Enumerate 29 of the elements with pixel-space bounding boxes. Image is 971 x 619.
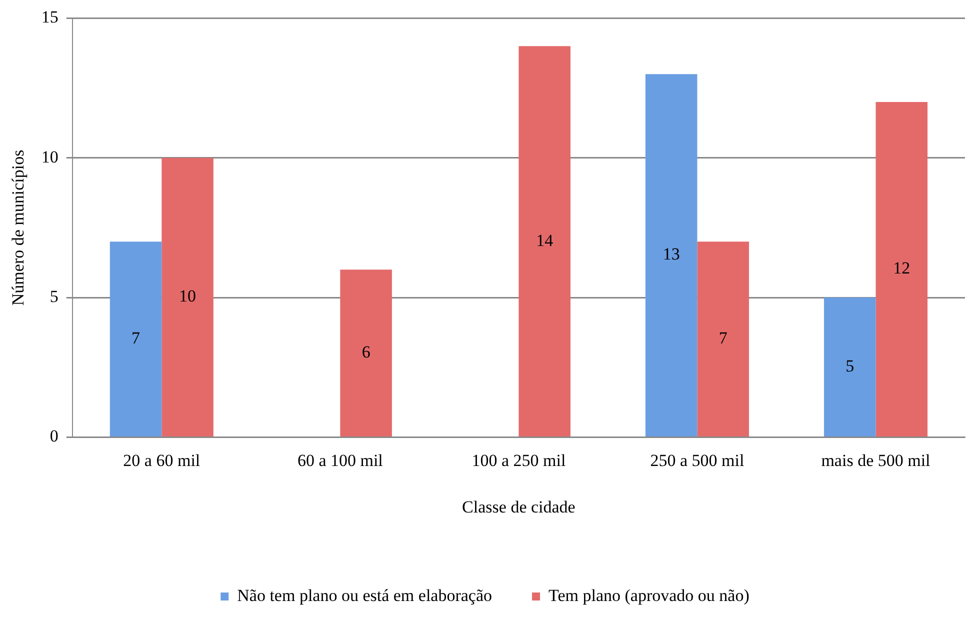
- x-tick-label: mais de 500 mil: [821, 450, 931, 470]
- x-tick-label: 100 a 250 mil: [472, 450, 566, 470]
- data-label: 6: [362, 342, 370, 362]
- data-label: 7: [132, 328, 141, 348]
- data-label: 7: [718, 328, 728, 348]
- y-tick-label: 15: [41, 8, 58, 27]
- legend-label: Não tem plano ou está em elaboração: [237, 586, 492, 605]
- x-tick-label: 250 a 500 mil: [650, 450, 744, 470]
- legend-label: Tem plano (aprovado ou não): [548, 586, 750, 605]
- data-label: 5: [846, 356, 854, 376]
- bar: [876, 102, 928, 436]
- bar: [340, 270, 392, 436]
- x-axis-title: Classe de cidade: [462, 497, 576, 516]
- data-label: 12: [893, 258, 910, 278]
- bar: [518, 46, 570, 436]
- bar: [697, 242, 749, 436]
- y-tick-label: 5: [50, 287, 58, 306]
- data-label: 14: [536, 230, 554, 250]
- x-tick-label: 20 a 60 mil: [123, 450, 200, 470]
- y-tick-label: 10: [41, 147, 58, 166]
- y-tick-label: 0: [50, 426, 58, 446]
- data-label: 13: [662, 244, 680, 264]
- x-tick-label: 60 a 100 mil: [297, 450, 384, 470]
- bar: [162, 158, 214, 436]
- y-axis-title: Número de municípios: [8, 150, 28, 306]
- bar: [824, 298, 876, 436]
- bar: [110, 242, 162, 436]
- data-label: 10: [179, 286, 196, 306]
- bar: [645, 74, 698, 436]
